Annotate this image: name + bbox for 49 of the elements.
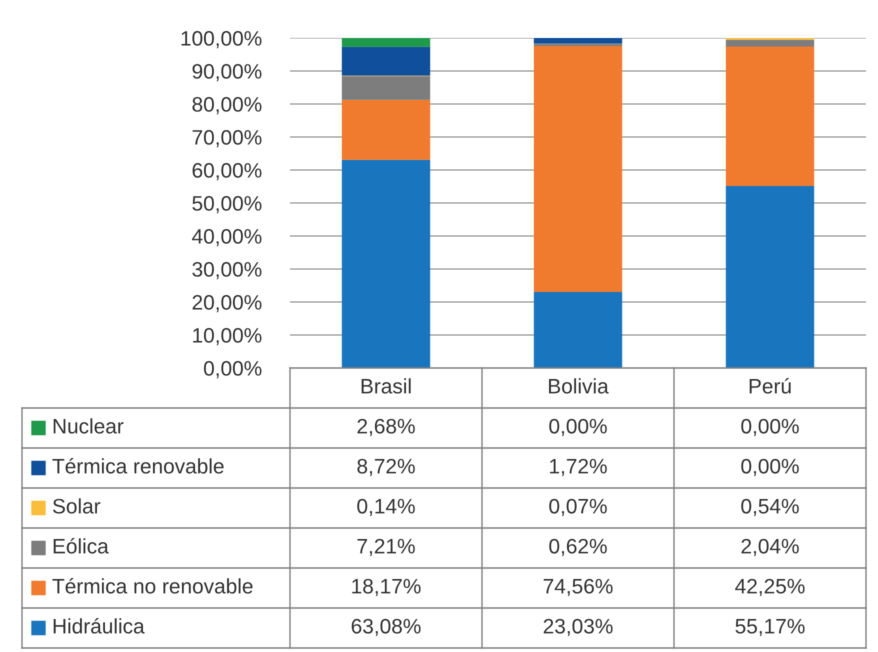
- data-label: 7,21%: [358, 538, 415, 556]
- data-label: 0,00%: [549, 418, 607, 436]
- data-label: 0,00%: [741, 418, 799, 436]
- bar: [342, 100, 430, 160]
- bar: [342, 38, 430, 47]
- legend-label: Eólica: [54, 538, 109, 554]
- y-tick-label: 100,00%: [182, 31, 262, 48]
- data-label: 42,25%: [735, 578, 805, 596]
- legend-label: Térmica no renovable: [52, 578, 253, 594]
- bar: [342, 160, 430, 368]
- data-label: 8,72%: [357, 458, 415, 476]
- data-label: 63,08%: [352, 618, 421, 636]
- data-label: 2,04%: [742, 538, 799, 556]
- data-label: 74,56%: [544, 578, 613, 596]
- data-label: 1,72%: [550, 458, 607, 476]
- bar: [534, 38, 622, 44]
- legend-label: Térmica renovable: [52, 458, 224, 474]
- data-label: 0,07%: [549, 498, 607, 516]
- legend-label: Solar: [52, 498, 100, 514]
- bar: [726, 186, 814, 368]
- legend-label: Hidráulica: [54, 618, 145, 634]
- bar: [726, 46, 814, 186]
- y-tick-label: 20,00%: [192, 295, 262, 312]
- y-tick-label: 10,00%: [193, 328, 262, 346]
- y-tick-label: 30,00%: [192, 262, 262, 280]
- data-label: 55,17%: [736, 618, 805, 636]
- bar: [534, 292, 622, 368]
- y-tick-label: 80,00%: [192, 97, 262, 114]
- bar: [534, 46, 622, 292]
- data-label: 2,68%: [358, 418, 415, 436]
- y-tick-label: 0,00%: [204, 361, 262, 378]
- y-tick-label: 50,00%: [192, 196, 262, 214]
- y-tick-label: 70,00%: [192, 130, 262, 148]
- bar: [726, 40, 814, 47]
- data-label: 18,17%: [352, 578, 421, 596]
- y-tick-label: 40,00%: [192, 229, 262, 246]
- x-tick-label: Perú: [750, 378, 791, 394]
- data-label: 0,14%: [357, 498, 415, 516]
- x-tick-label: Bolivia: [549, 378, 609, 394]
- legend-label: Nuclear: [54, 418, 124, 434]
- data-label: 0,00%: [741, 458, 799, 476]
- data-label: 0,54%: [741, 498, 799, 516]
- x-tick-label: Brasil: [362, 378, 411, 394]
- y-tick-label: 90,00%: [192, 64, 262, 82]
- bar: [342, 46, 430, 76]
- data-label: 0,62%: [549, 538, 607, 556]
- bar: [342, 76, 430, 100]
- y-tick-label: 60,00%: [192, 163, 262, 180]
- data-label: 23,03%: [544, 618, 613, 636]
